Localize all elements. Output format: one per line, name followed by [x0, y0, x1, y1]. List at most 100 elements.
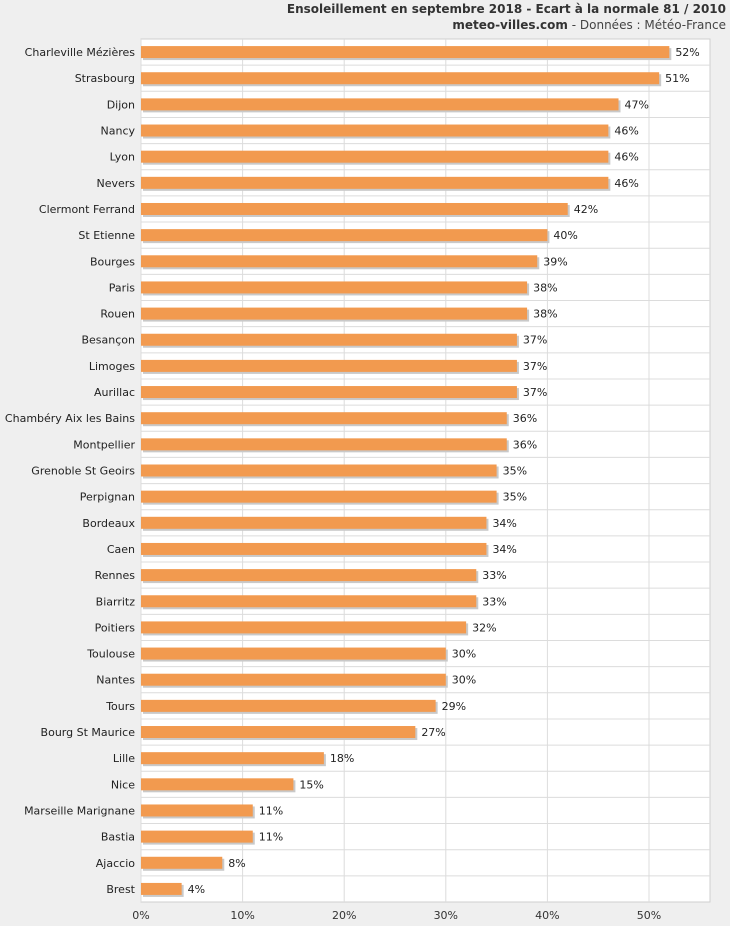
category-label: Aurillac — [94, 386, 135, 399]
value-label: 40% — [553, 229, 577, 242]
category-label: Dijon — [107, 98, 135, 111]
category-label: Nevers — [96, 177, 135, 190]
x-tick-label: 40% — [535, 909, 559, 922]
bar — [141, 229, 548, 242]
value-label: 15% — [299, 778, 323, 791]
value-label: 35% — [503, 465, 527, 478]
bar — [141, 778, 294, 791]
value-label: 8% — [228, 857, 245, 870]
x-tick-label: 20% — [332, 909, 356, 922]
bar — [141, 281, 528, 294]
x-tick-label: 10% — [230, 909, 254, 922]
x-axis: 0% 10% 20% 30% 40% 50% — [132, 909, 661, 922]
category-label: Montpellier — [73, 438, 135, 451]
bar — [141, 804, 253, 817]
category-label: Clermont Ferrand — [39, 203, 135, 216]
bar — [141, 882, 182, 895]
bar — [141, 333, 517, 346]
category-label: Limoges — [89, 360, 135, 373]
x-tick-label: 30% — [434, 909, 458, 922]
bar — [141, 647, 446, 660]
category-label: Strasbourg — [75, 72, 135, 85]
category-label: Brest — [106, 883, 135, 896]
category-label: Caen — [107, 543, 135, 556]
bar — [141, 386, 517, 399]
bar — [141, 202, 568, 215]
value-label: 38% — [533, 308, 557, 321]
value-label: 36% — [513, 438, 537, 451]
chart-title: Ensoleillement en septembre 2018 - Ecart… — [286, 2, 726, 16]
value-label: 37% — [523, 386, 547, 399]
category-label: Poitiers — [95, 621, 136, 634]
category-label: Chambéry Aix les Bains — [5, 412, 135, 425]
category-label: Besançon — [81, 334, 135, 347]
bar — [141, 438, 507, 451]
bar — [141, 699, 436, 712]
category-label: St Etienne — [78, 229, 135, 242]
value-label: 27% — [421, 726, 445, 739]
x-tick-label: 50% — [637, 909, 661, 922]
value-label: 35% — [503, 491, 527, 504]
value-label: 30% — [452, 648, 476, 661]
category-label: Lyon — [110, 151, 135, 164]
category-label: Nancy — [101, 125, 136, 138]
category-label: Tours — [105, 700, 135, 713]
data-source: Données : Météo-France — [579, 18, 726, 32]
value-label: 47% — [625, 98, 649, 111]
chart-subtitle: meteo-villes.com - Données : Météo-Franc… — [287, 17, 726, 33]
value-label: 52% — [675, 46, 699, 59]
x-tick-label: 0% — [132, 909, 149, 922]
category-label: Marseille Marignane — [24, 804, 135, 817]
bar — [141, 412, 507, 425]
value-label: 33% — [482, 595, 506, 608]
category-label: Biarritz — [96, 595, 136, 608]
value-label: 34% — [492, 543, 516, 556]
bar — [141, 490, 497, 503]
source-separator: - — [567, 18, 580, 32]
value-label: 36% — [513, 412, 537, 425]
category-label: Lille — [113, 752, 135, 765]
category-label: Toulouse — [86, 648, 135, 661]
value-label: 11% — [259, 831, 283, 844]
category-label: Bourges — [90, 255, 135, 268]
value-label: 34% — [492, 517, 516, 530]
bar — [141, 595, 477, 608]
bar — [141, 46, 670, 59]
value-label: 46% — [614, 177, 638, 190]
value-label: 32% — [472, 621, 496, 634]
bar — [141, 359, 517, 372]
value-label: 46% — [614, 151, 638, 164]
bar — [141, 569, 477, 582]
bars: Charleville Mézières 52% Strasbourg 51% Dijo… — [5, 46, 700, 897]
bar — [141, 72, 660, 85]
bar — [141, 150, 609, 163]
bar — [141, 830, 253, 843]
category-label: Ajaccio — [96, 857, 135, 870]
value-label: 39% — [543, 255, 567, 268]
category-label: Grenoble St Geoirs — [31, 465, 135, 478]
value-label: 51% — [665, 72, 689, 85]
bar — [141, 542, 487, 555]
value-label: 29% — [442, 700, 466, 713]
value-label: 4% — [188, 883, 205, 896]
category-label: Bourg St Maurice — [41, 726, 136, 739]
site-name: meteo-villes.com — [452, 18, 568, 32]
category-label: Charleville Mézières — [25, 46, 136, 59]
value-label: 18% — [330, 752, 354, 765]
bar — [141, 673, 446, 686]
category-label: Perpignan — [80, 491, 135, 504]
bar — [141, 307, 528, 320]
category-label: Rennes — [95, 569, 136, 582]
category-label: Rouen — [100, 308, 135, 321]
category-label: Nice — [111, 778, 135, 791]
category-label: Bordeaux — [82, 517, 135, 530]
bar — [141, 752, 324, 765]
bar — [141, 255, 538, 268]
value-label: 42% — [574, 203, 598, 216]
category-label: Paris — [109, 281, 135, 294]
bar — [141, 124, 609, 137]
category-label: Nantes — [96, 674, 135, 687]
bar — [141, 516, 487, 529]
bar — [141, 856, 223, 869]
